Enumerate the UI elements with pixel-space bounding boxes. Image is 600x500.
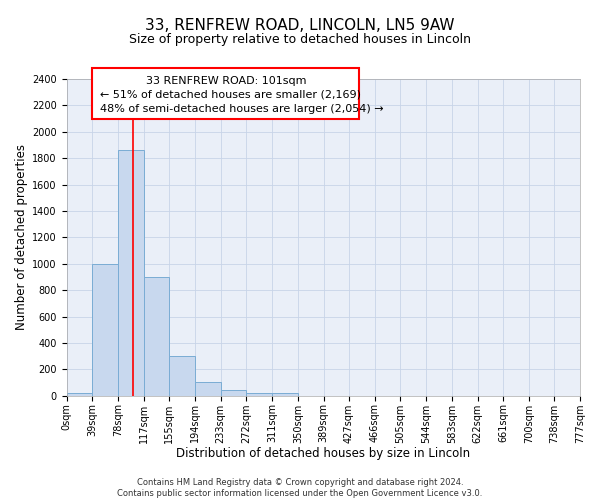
Bar bbox=[67, 393, 92, 396]
Text: 33 RENFREW ROAD: 101sqm: 33 RENFREW ROAD: 101sqm bbox=[146, 76, 306, 86]
Bar bbox=[247, 393, 272, 396]
Bar bbox=[118, 150, 144, 396]
Text: Contains HM Land Registry data © Crown copyright and database right 2024.
Contai: Contains HM Land Registry data © Crown c… bbox=[118, 478, 482, 498]
Text: 48% of semi-detached houses are larger (2,054) →: 48% of semi-detached houses are larger (… bbox=[100, 104, 383, 115]
Bar bbox=[169, 356, 195, 396]
Bar bbox=[221, 390, 247, 396]
Bar bbox=[144, 277, 169, 396]
Bar bbox=[92, 264, 118, 396]
X-axis label: Distribution of detached houses by size in Lincoln: Distribution of detached houses by size … bbox=[176, 447, 470, 460]
Text: 33, RENFREW ROAD, LINCOLN, LN5 9AW: 33, RENFREW ROAD, LINCOLN, LN5 9AW bbox=[145, 18, 455, 32]
Text: Size of property relative to detached houses in Lincoln: Size of property relative to detached ho… bbox=[129, 32, 471, 46]
Bar bbox=[272, 393, 298, 396]
Text: ← 51% of detached houses are smaller (2,169): ← 51% of detached houses are smaller (2,… bbox=[100, 90, 361, 100]
FancyBboxPatch shape bbox=[92, 68, 359, 118]
Bar bbox=[195, 382, 221, 396]
Y-axis label: Number of detached properties: Number of detached properties bbox=[15, 144, 28, 330]
